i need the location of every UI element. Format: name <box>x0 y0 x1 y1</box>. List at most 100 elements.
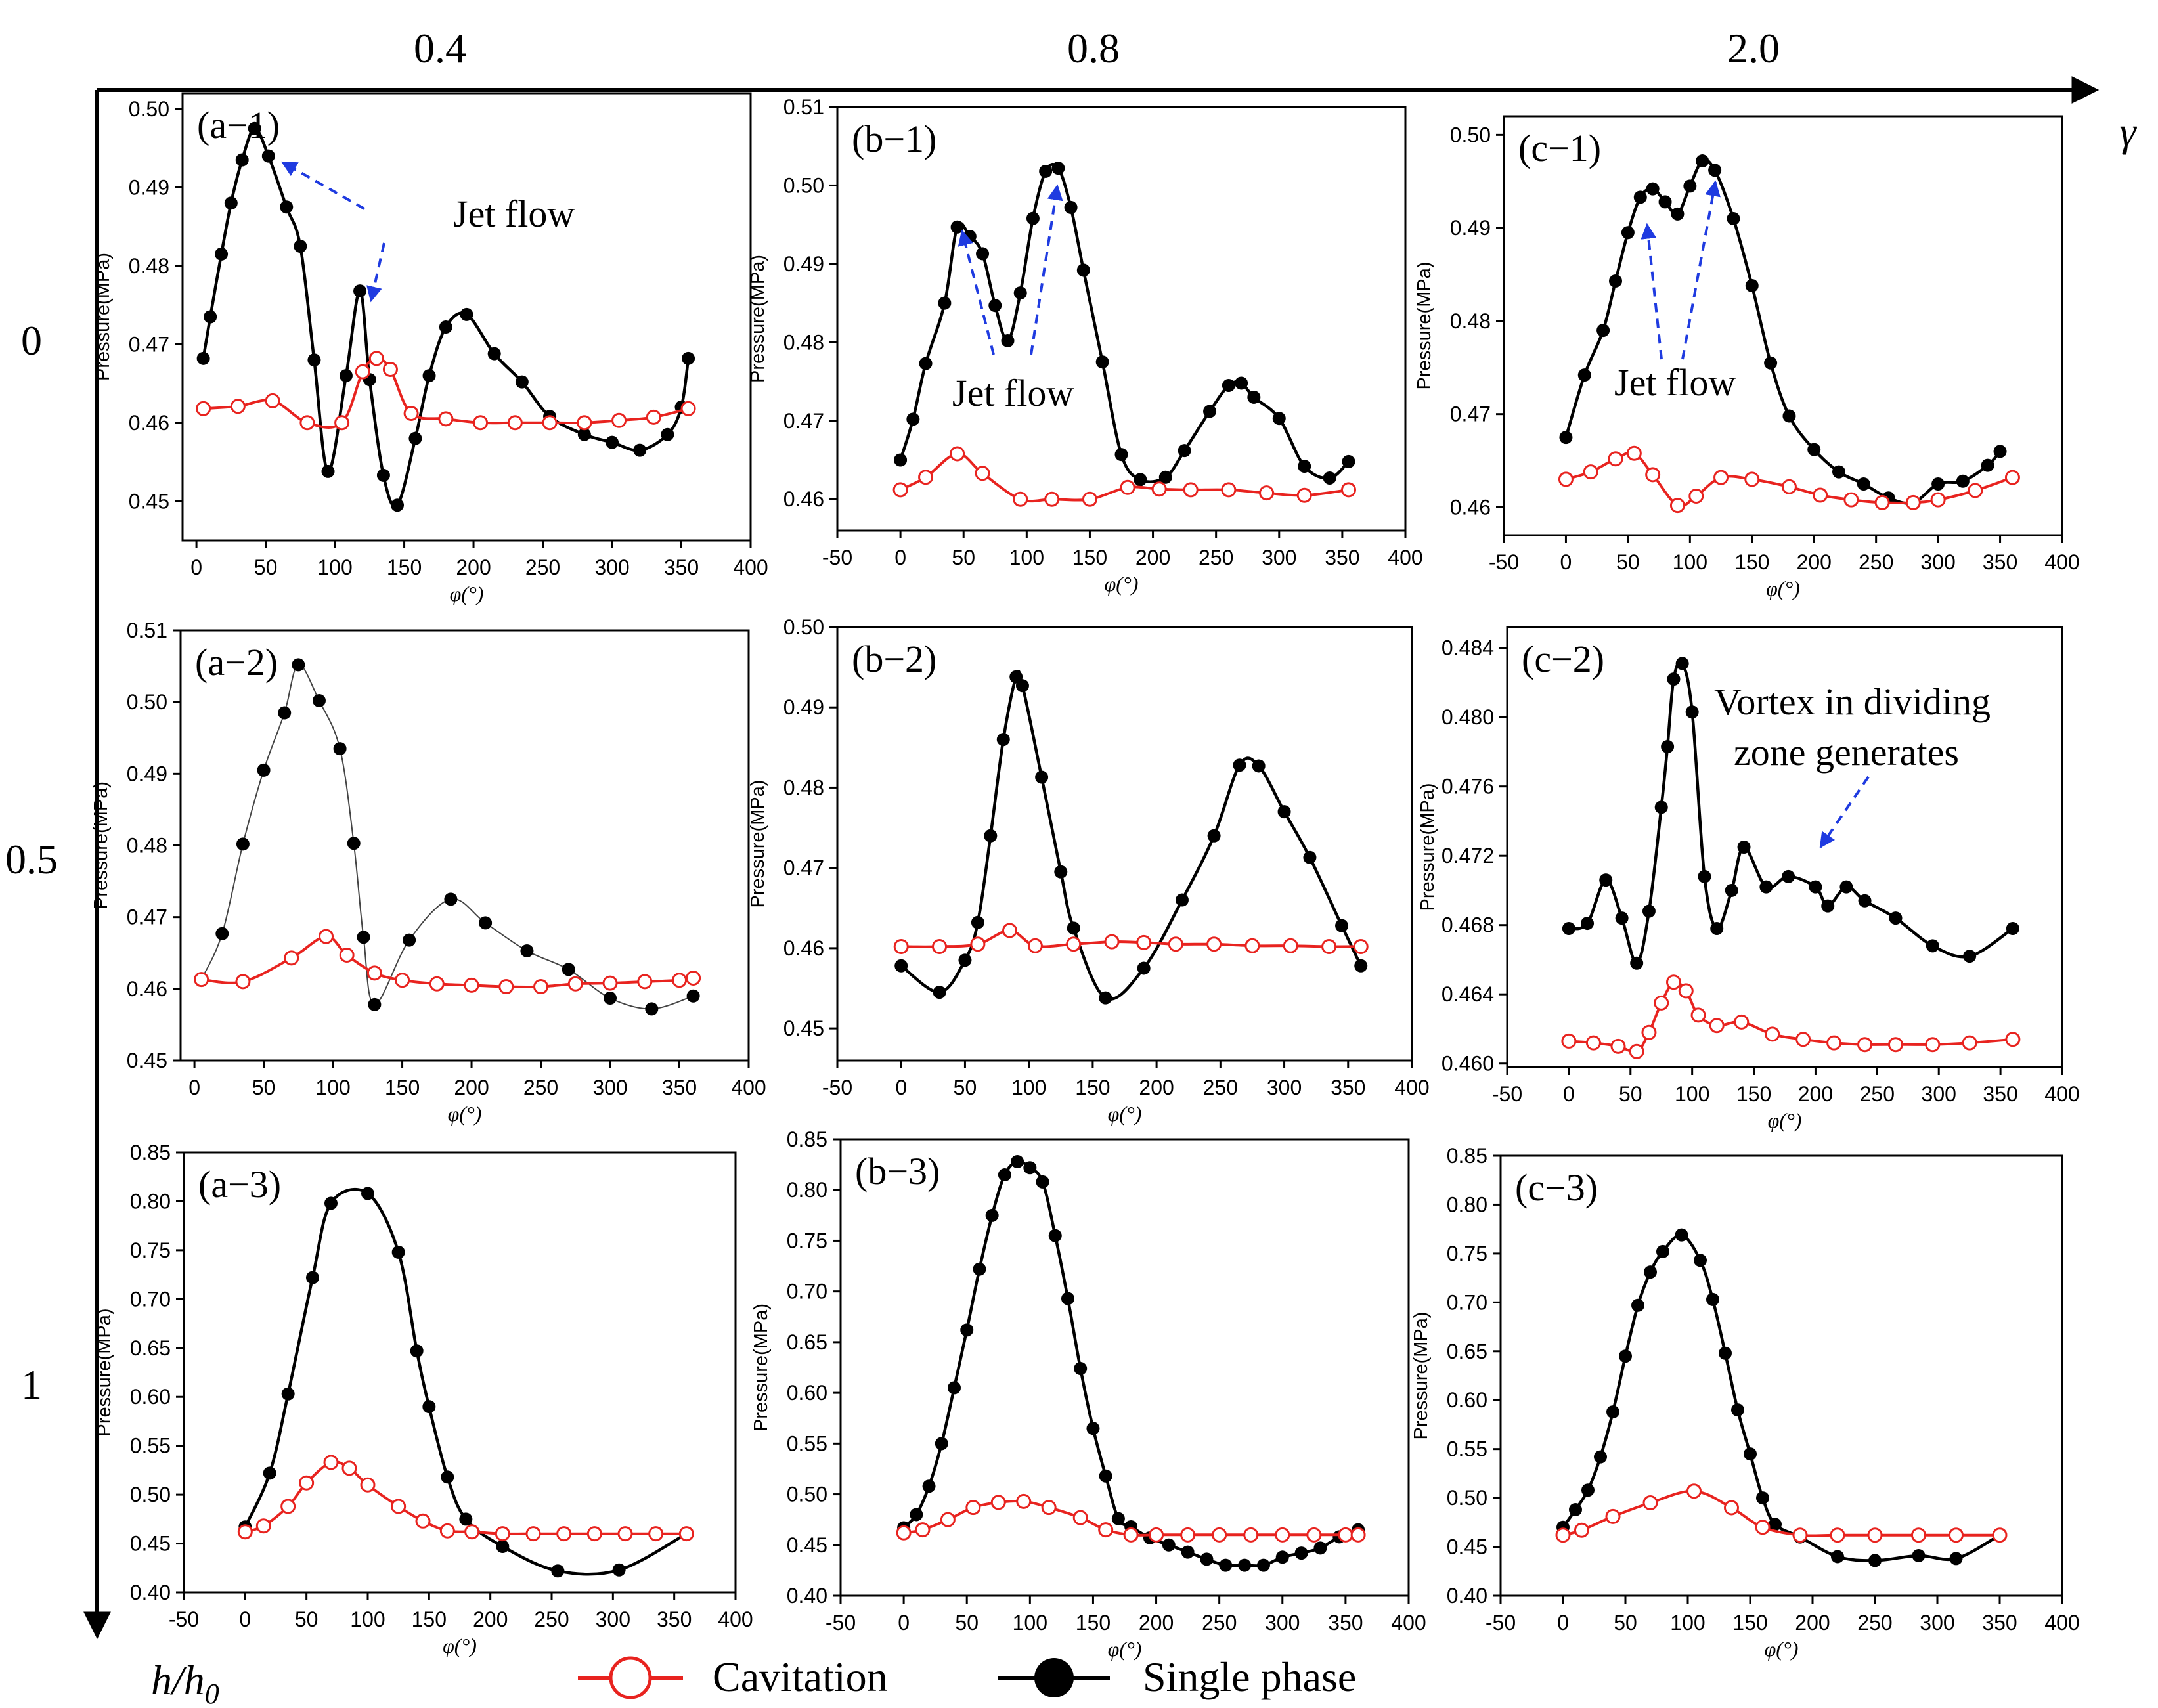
x-tick-label: 150 <box>1075 1076 1110 1099</box>
y-tick-label: 0.70 <box>130 1287 171 1311</box>
single-phase-point <box>1178 444 1191 458</box>
cavitation-point <box>1244 938 1260 953</box>
x-tick-label: 100 <box>315 1076 350 1099</box>
x-tick-label: 300 <box>592 1076 627 1099</box>
single-phase-point <box>376 468 390 482</box>
panel-label: (b−3) <box>855 1150 940 1193</box>
cavitation-point <box>1168 936 1183 952</box>
cavitation-point <box>1149 1527 1164 1543</box>
cavitation-point <box>1857 1037 1873 1053</box>
single-phase-point <box>312 693 326 707</box>
x-tick-label: -50 <box>1489 550 1519 574</box>
cavitation-point <box>1275 1527 1290 1543</box>
annotation-arrow <box>366 242 385 303</box>
cavitation-point <box>1641 1024 1657 1040</box>
cavitation-point <box>990 1495 1006 1510</box>
x-tick-label: 0 <box>1560 550 1572 574</box>
x-tick-label: -50 <box>169 1608 199 1631</box>
x-tick-label: 200 <box>456 556 491 579</box>
x-tick-label: 300 <box>1262 546 1296 569</box>
single-phase-point <box>479 916 493 930</box>
x-tick-label: 50 <box>955 1611 979 1634</box>
single-phase-point <box>520 944 534 957</box>
y-tick-label: 0.46 <box>127 977 167 1001</box>
annotation-text: Vortex in dividing <box>1714 680 1991 723</box>
h-ratio-value-row-2: 0.5 <box>5 836 58 883</box>
x-tick-label: 350 <box>657 1608 692 1631</box>
cavitation-point <box>1911 1527 1926 1543</box>
cavitation-point <box>1642 1495 1658 1511</box>
single-phase-point <box>441 1470 454 1484</box>
cavitation-point <box>1136 934 1152 950</box>
cavitation-point <box>1734 1014 1750 1030</box>
single-phase-point <box>996 733 1010 747</box>
panel-a-2: 0 50 100 150 200 250 300 350 400 0.45 0.46 0.47 0.48… <box>91 619 766 1126</box>
y-tick-label: 0.50 <box>783 615 824 639</box>
single-phase-point <box>1675 657 1689 670</box>
x-tick-label: 100 <box>350 1608 385 1631</box>
cavitation-point <box>1830 1527 1845 1543</box>
x-tick-label: 400 <box>731 1076 766 1099</box>
x-tick-label: 250 <box>1199 546 1233 569</box>
cavitation-point <box>1765 1026 1780 1042</box>
y-tick-label: 0.85 <box>130 1141 171 1164</box>
cavitation-point <box>1744 471 1760 487</box>
cavitation-point <box>1013 491 1028 507</box>
single-phase-point <box>1832 465 1845 479</box>
single-phase-point <box>1354 959 1368 973</box>
single-phase-point <box>1581 917 1595 931</box>
cavitation-point <box>237 1524 253 1540</box>
x-tick-label: 100 <box>1011 1076 1046 1099</box>
x-tick-label: 400 <box>1394 1076 1429 1099</box>
x-tick-label: 50 <box>1616 550 1640 574</box>
y-tick-label: 0.50 <box>783 173 824 197</box>
cavitation-point <box>1888 1037 1903 1053</box>
single-phase-point <box>1727 211 1740 225</box>
x-tick-label: 350 <box>1325 546 1359 569</box>
x-tick-label: 250 <box>1202 1611 1237 1634</box>
annotation-text: Jet flow <box>453 192 575 235</box>
single-phase-point <box>686 989 700 1003</box>
single-phase-point <box>562 963 575 976</box>
x-axis-label: φ(°) <box>1108 1637 1142 1661</box>
cavitation-point <box>556 1526 572 1542</box>
single-phase-point <box>919 357 933 370</box>
cavitation-point <box>1795 1032 1811 1047</box>
single-phase-point <box>324 1196 338 1210</box>
single-phase-point <box>1769 1518 1782 1531</box>
single-phase-point <box>1067 921 1080 935</box>
cavitation-point <box>1645 467 1661 483</box>
x-tick-label: 250 <box>1860 1082 1895 1106</box>
x-tick-label: 400 <box>2044 1611 2079 1634</box>
single-phase-point <box>306 1271 319 1284</box>
single-phase-point <box>1594 1450 1607 1464</box>
y-tick-label: 0.50 <box>1447 1486 1487 1510</box>
single-phase-point <box>1696 154 1709 168</box>
y-tick-label: 0.464 <box>1442 982 1494 1006</box>
x-tick-label: 100 <box>1675 1082 1709 1106</box>
cavitation-point <box>1608 451 1623 467</box>
y-tick-label: 0.45 <box>127 1049 167 1072</box>
cavitation-point <box>1930 492 1946 508</box>
x-tick-label: 200 <box>1795 1611 1830 1634</box>
single-phase-point <box>1596 324 1610 338</box>
single-phase-point <box>1719 1346 1732 1360</box>
x-tick-label: 250 <box>523 1076 558 1099</box>
single-phase-point <box>1764 356 1778 370</box>
cavitation-point <box>542 415 558 431</box>
y-tick-label: 0.45 <box>1447 1535 1487 1559</box>
y-tick-label: 0.48 <box>783 776 824 799</box>
cavitation-point <box>1221 482 1237 498</box>
cavitation-point <box>1206 936 1222 952</box>
panel-b-3: -50 0 50 100 150 200 250 300 350 400 0.40 0.45 0.50 0… <box>751 1128 1426 1661</box>
cavitation-point <box>1066 936 1082 952</box>
x-tick-label: 50 <box>1619 1082 1642 1106</box>
cavitation-point <box>334 415 350 431</box>
x-tick-label: 350 <box>1982 1611 2017 1634</box>
single-phase-point <box>998 1168 1011 1182</box>
single-phase-point <box>1926 939 1939 953</box>
cavitation-point <box>1905 494 1921 510</box>
cavitation-point <box>319 929 334 944</box>
cavitation-point <box>617 1526 633 1542</box>
plot-frame <box>1506 626 2063 1068</box>
